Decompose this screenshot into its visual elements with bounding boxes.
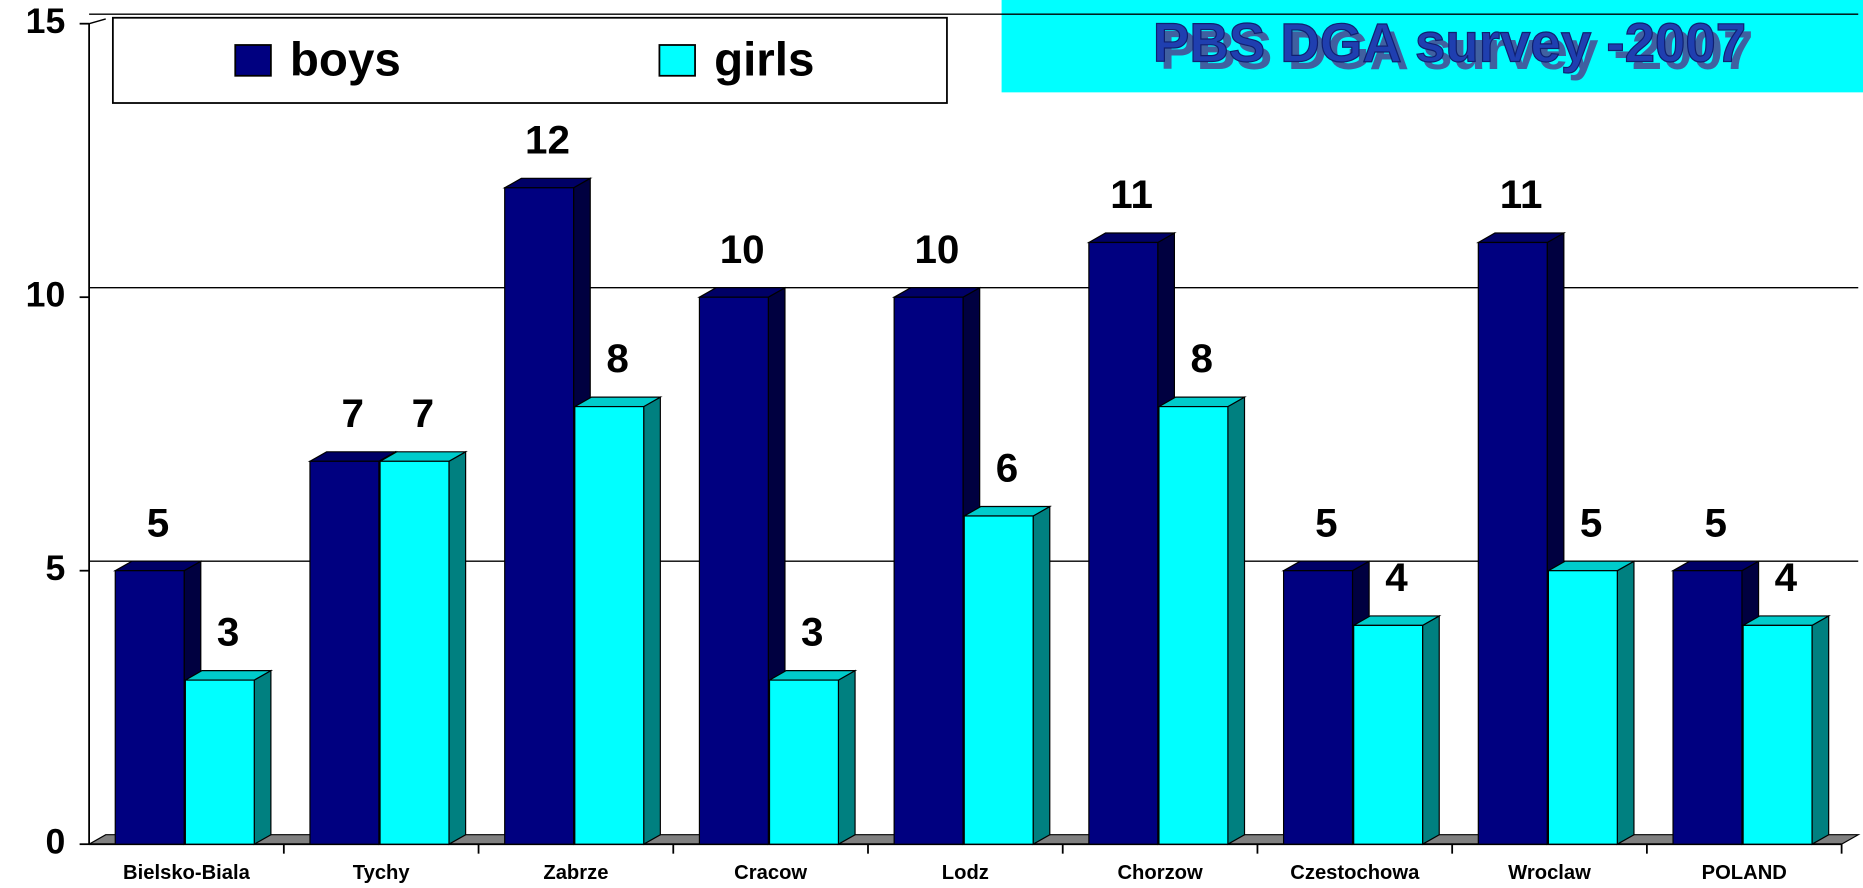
x-tick-label: POLAND [1702, 862, 1787, 884]
bar [768, 679, 840, 845]
data-label: 6 [996, 445, 1018, 491]
bar-side [1227, 396, 1246, 846]
bar [379, 460, 450, 845]
bar [114, 570, 185, 845]
x-tick-label: Cracow [734, 862, 807, 884]
bar-side [1811, 614, 1830, 846]
bar [574, 405, 645, 845]
bar [1742, 624, 1813, 845]
data-label: 5 [1705, 499, 1727, 545]
data-label: 5 [1315, 499, 1337, 545]
y-tick-label: 15 [26, 1, 66, 41]
bar [1353, 624, 1424, 845]
bar [1477, 241, 1548, 845]
bar-side [643, 396, 661, 846]
bar-side [1032, 505, 1051, 846]
x-tick-label: Lodz [942, 862, 989, 884]
data-label: 12 [525, 116, 570, 162]
bar-side [1616, 560, 1635, 846]
bar [1282, 570, 1354, 845]
data-label: 4 [1775, 554, 1798, 600]
y-tick-label: 10 [26, 275, 66, 315]
data-label: 3 [801, 609, 823, 655]
legend-swatch [234, 44, 272, 77]
bar [893, 296, 964, 845]
y-axis-back [88, 18, 106, 25]
bar [184, 679, 255, 845]
bar-side [1422, 614, 1440, 846]
data-label: 7 [412, 390, 434, 436]
data-label: 11 [1110, 171, 1153, 217]
x-tick-label: Wroclaw [1508, 862, 1591, 884]
x-tick-label: Chorzow [1117, 862, 1203, 884]
bar [1547, 570, 1618, 845]
x-tick-label: Bielsko-Biala [123, 862, 251, 884]
data-label: 5 [147, 499, 169, 545]
bar [309, 460, 380, 845]
bar [963, 515, 1034, 845]
data-label: 10 [720, 226, 765, 272]
x-tick-label: Tychy [353, 862, 411, 884]
bar-side [253, 669, 272, 846]
chart-title: PBS DGA survey -2007 [1153, 13, 1746, 74]
bar [698, 296, 769, 845]
data-label: 7 [342, 390, 364, 436]
x-tick-label: Zabrze [543, 862, 608, 884]
bar [1672, 570, 1743, 845]
y-tick-label: 0 [46, 822, 66, 862]
x-tick-label: Czestochowa [1290, 862, 1420, 884]
legend-swatch [658, 44, 696, 77]
bar [504, 187, 575, 845]
data-label: 8 [1191, 335, 1213, 381]
data-label: 10 [914, 226, 959, 272]
bar-side [448, 450, 467, 846]
data-label: 3 [217, 609, 239, 655]
legend-label: girls [714, 33, 814, 86]
legend-label: boys [290, 33, 401, 86]
title-shadow: PBS DGA survey -2007 [1160, 20, 1753, 81]
title-box [1001, 0, 1863, 93]
data-label: 8 [606, 335, 628, 381]
bar [1158, 405, 1229, 845]
data-label: 11 [1500, 171, 1543, 217]
data-label: 5 [1580, 499, 1602, 545]
data-label: 4 [1385, 554, 1408, 600]
y-tick-label: 5 [46, 548, 66, 588]
bar-side [837, 669, 856, 846]
bar [1088, 241, 1159, 845]
